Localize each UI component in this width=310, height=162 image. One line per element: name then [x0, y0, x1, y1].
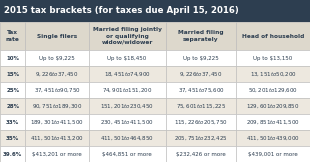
Bar [89, 22, 166, 50]
Bar [0, 50, 25, 66]
Bar [0, 98, 25, 114]
Bar [89, 130, 166, 146]
Bar [25, 82, 89, 98]
Bar [25, 98, 89, 114]
Bar [166, 146, 236, 162]
Text: $230,451 to $411,500: $230,451 to $411,500 [100, 118, 154, 126]
Bar [25, 66, 89, 82]
Text: $90,751 to $189,300: $90,751 to $189,300 [32, 102, 82, 110]
Bar [89, 82, 166, 98]
Text: $50,201 to $129,600: $50,201 to $129,600 [248, 86, 298, 94]
Bar [89, 98, 166, 114]
Bar [166, 66, 236, 82]
Text: $9,226 to $37,450: $9,226 to $37,450 [179, 70, 223, 78]
Text: 33%: 33% [6, 120, 19, 125]
Bar [166, 22, 236, 50]
Text: $411,501 to $439,000: $411,501 to $439,000 [246, 134, 300, 142]
Bar [89, 50, 166, 66]
Text: $411,501 to $464,850: $411,501 to $464,850 [100, 134, 154, 142]
Text: $413,201 or more: $413,201 or more [32, 151, 82, 156]
Text: 35%: 35% [6, 136, 19, 141]
Bar [236, 50, 310, 66]
Bar [25, 130, 89, 146]
Text: $75,601 to $115,225: $75,601 to $115,225 [176, 102, 226, 110]
Bar [166, 82, 236, 98]
Bar [25, 114, 89, 130]
Bar [236, 146, 310, 162]
Bar [0, 22, 25, 50]
Text: $189,301 to $411,500: $189,301 to $411,500 [30, 118, 84, 126]
Text: Married filing jointly
or qualifying
widow/widower: Married filing jointly or qualifying wid… [93, 27, 162, 45]
Bar [89, 146, 166, 162]
Text: $439,001 or more: $439,001 or more [248, 151, 298, 156]
Bar [0, 82, 25, 98]
Text: $115,226 to $205,750: $115,226 to $205,750 [174, 118, 228, 126]
Text: $13,151 to $50,200: $13,151 to $50,200 [250, 70, 296, 78]
Bar [166, 50, 236, 66]
Text: 25%: 25% [6, 88, 19, 93]
Text: Tax
rate: Tax rate [6, 30, 20, 42]
Text: 39.6%: 39.6% [3, 151, 22, 156]
Bar [0, 130, 25, 146]
Text: Up to $18,450: Up to $18,450 [108, 56, 147, 61]
Bar [236, 82, 310, 98]
Bar [0, 66, 25, 82]
Text: $37,451 to $75,600: $37,451 to $75,600 [178, 86, 224, 94]
Text: Up to $9,225: Up to $9,225 [183, 56, 219, 61]
Bar [0, 114, 25, 130]
Text: $18,451 to $74,900: $18,451 to $74,900 [104, 70, 150, 78]
Bar [0, 0, 310, 22]
Text: 28%: 28% [6, 104, 19, 109]
Bar [89, 66, 166, 82]
Bar [166, 98, 236, 114]
Bar [236, 66, 310, 82]
Bar [25, 50, 89, 66]
Bar [25, 22, 89, 50]
Text: $151,201 to $230,450: $151,201 to $230,450 [100, 102, 154, 110]
Bar [25, 146, 89, 162]
Bar [236, 98, 310, 114]
Bar [236, 114, 310, 130]
Bar [236, 22, 310, 50]
Bar [89, 114, 166, 130]
Text: $9,226 to $37,450: $9,226 to $37,450 [35, 70, 79, 78]
Text: 10%: 10% [6, 56, 19, 61]
Text: Up to $9,225: Up to $9,225 [39, 56, 75, 61]
Bar [166, 130, 236, 146]
Bar [0, 146, 25, 162]
Text: $232,426 or more: $232,426 or more [176, 151, 226, 156]
Text: Single filers: Single filers [37, 34, 77, 39]
Text: $37,451 to $90,750: $37,451 to $90,750 [34, 86, 80, 94]
Text: 2015 tax brackets (for taxes due April 15, 2016): 2015 tax brackets (for taxes due April 1… [4, 6, 238, 15]
Bar [236, 130, 310, 146]
Text: $464,851 or more: $464,851 or more [102, 151, 152, 156]
Text: Up to $13,150: Up to $13,150 [254, 56, 293, 61]
Text: $129,601 to $209,850: $129,601 to $209,850 [246, 102, 300, 110]
Text: 15%: 15% [6, 72, 19, 77]
Text: Married filing
separately: Married filing separately [178, 30, 224, 42]
Text: $205,751 to $232,425: $205,751 to $232,425 [174, 134, 228, 142]
Text: $411,501 to $413,200: $411,501 to $413,200 [30, 134, 84, 142]
Bar [166, 114, 236, 130]
Text: $74,901 to $151,200: $74,901 to $151,200 [102, 86, 152, 94]
Text: Head of household: Head of household [242, 34, 304, 39]
Text: $209,851 to $411,500: $209,851 to $411,500 [246, 118, 300, 126]
